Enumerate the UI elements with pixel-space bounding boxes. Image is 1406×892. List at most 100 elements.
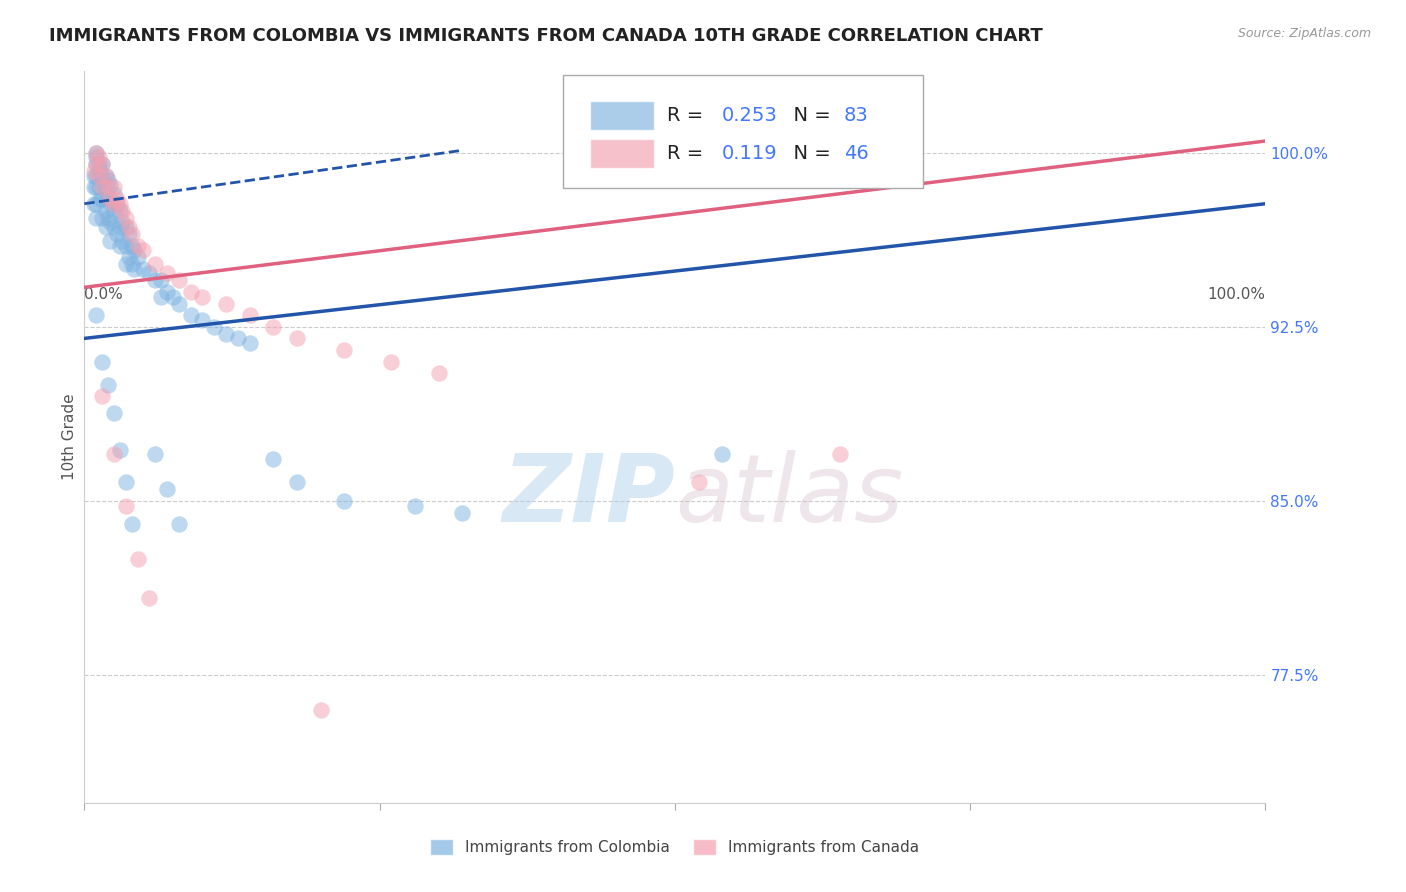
Point <box>98 196 121 211</box>
Point <box>167 296 190 310</box>
Point <box>84 308 107 322</box>
Point <box>84 196 107 211</box>
Point <box>118 250 141 264</box>
FancyBboxPatch shape <box>591 139 654 168</box>
Point <box>427 366 450 380</box>
Point <box>711 448 734 462</box>
Text: 100.0%: 100.0% <box>1208 287 1265 302</box>
Point <box>108 219 131 234</box>
Point <box>84 157 107 171</box>
Point <box>830 448 852 462</box>
Text: Source: ZipAtlas.com: Source: ZipAtlas.com <box>1237 27 1371 40</box>
Point <box>143 273 166 287</box>
Point <box>138 266 160 280</box>
Point <box>114 257 136 271</box>
Text: N =: N = <box>782 144 837 162</box>
Text: 0.119: 0.119 <box>723 144 778 162</box>
Point <box>107 227 129 241</box>
Point <box>83 169 105 183</box>
Point <box>84 180 107 194</box>
Point <box>97 192 120 206</box>
Point <box>91 354 114 368</box>
Point <box>108 442 131 457</box>
Point <box>87 150 110 164</box>
Point <box>150 290 173 304</box>
Point <box>107 196 129 211</box>
Point <box>191 290 214 304</box>
Point <box>202 319 225 334</box>
Point <box>103 187 125 202</box>
FancyBboxPatch shape <box>562 75 922 188</box>
Point <box>103 448 125 462</box>
Point <box>83 164 105 178</box>
Point <box>451 506 474 520</box>
Point <box>87 157 110 171</box>
Point <box>118 219 141 234</box>
Point <box>103 219 125 234</box>
Point <box>91 211 114 225</box>
Point <box>138 591 160 606</box>
Point <box>103 196 125 211</box>
Point <box>84 150 107 164</box>
Point <box>688 475 710 490</box>
Point <box>180 285 202 299</box>
Point <box>132 243 155 257</box>
Point <box>333 343 356 357</box>
Point <box>91 180 114 194</box>
Text: atlas: atlas <box>675 450 903 541</box>
Text: 0.0%: 0.0% <box>84 287 124 302</box>
Point <box>262 319 284 334</box>
Point <box>84 169 107 183</box>
Point <box>103 180 125 194</box>
Text: ZIP: ZIP <box>502 450 675 541</box>
FancyBboxPatch shape <box>591 102 654 130</box>
Point <box>143 257 166 271</box>
Text: 46: 46 <box>844 144 869 162</box>
Point <box>162 290 184 304</box>
Point <box>226 331 249 345</box>
Point <box>143 448 166 462</box>
Point <box>84 211 107 225</box>
Point <box>91 157 114 171</box>
Point <box>94 219 117 234</box>
Point <box>98 178 121 193</box>
Point <box>127 250 149 264</box>
Point <box>191 313 214 327</box>
Y-axis label: 10th Grade: 10th Grade <box>62 393 77 481</box>
Point <box>121 257 143 271</box>
Point <box>87 169 110 183</box>
Point <box>97 377 120 392</box>
Point <box>108 238 131 252</box>
Point <box>84 145 107 160</box>
Point <box>380 354 402 368</box>
Point <box>114 499 136 513</box>
Point <box>108 203 131 218</box>
Point <box>83 196 105 211</box>
Text: 0.253: 0.253 <box>723 106 778 125</box>
Point <box>239 308 262 322</box>
Point <box>94 169 117 183</box>
Point <box>150 273 173 287</box>
Point <box>103 406 125 420</box>
Point <box>84 145 107 160</box>
Point <box>121 227 143 241</box>
Point <box>114 219 136 234</box>
Point <box>94 185 117 199</box>
Point <box>114 475 136 490</box>
Point <box>127 552 149 566</box>
Point <box>118 227 141 241</box>
Point <box>103 203 125 218</box>
Point <box>156 285 179 299</box>
Point <box>97 173 120 187</box>
Point <box>94 203 117 218</box>
Point <box>262 452 284 467</box>
Point <box>91 157 114 171</box>
Point <box>404 499 426 513</box>
Point <box>333 494 356 508</box>
Point <box>215 296 238 310</box>
Point <box>107 192 129 206</box>
Point <box>89 192 111 206</box>
Point <box>98 215 121 229</box>
Point <box>87 180 110 194</box>
Point <box>98 192 121 206</box>
